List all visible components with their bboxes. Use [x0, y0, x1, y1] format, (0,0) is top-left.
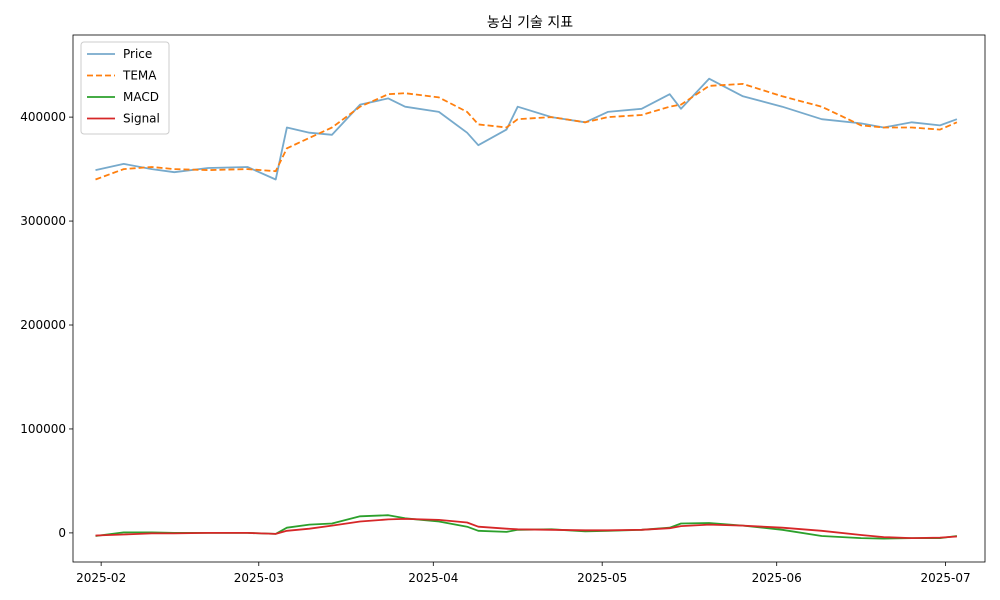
x-tick-label: 2025-07 [921, 571, 971, 585]
legend-label: MACD [123, 90, 159, 104]
series-layer [95, 77, 958, 540]
x-axis: 2025-02 2025-03 2025-04 2025-05 2025-06 2025-… [76, 562, 971, 585]
x-tick-label: 2025-06 [752, 571, 802, 585]
x-tick-label: 2025-03 [234, 571, 284, 585]
y-tick-label: 300000 [20, 214, 66, 228]
series-line-signal [95, 518, 957, 539]
legend-label: Signal [123, 112, 160, 126]
series-line-price [95, 77, 958, 181]
legend-label: TEMA [122, 69, 157, 83]
legend-box [80, 41, 170, 135]
x-tick-label: 2025-04 [408, 571, 458, 585]
y-tick-label: 100000 [20, 422, 66, 436]
y-tick-label: 0 [58, 526, 66, 540]
x-tick-label: 2025-02 [76, 571, 126, 585]
y-axis: 0 100000 200000 300000 400000 [20, 110, 73, 540]
y-tick-label: 200000 [20, 318, 66, 332]
chart-title: 농심 기술 지표 [487, 15, 573, 31]
legend-label: Price [123, 47, 152, 61]
plot-area [72, 34, 986, 563]
legend: Price TEMA MACD Signal [80, 41, 170, 135]
y-tick-label: 400000 [20, 110, 66, 124]
series-line-tema [95, 83, 958, 181]
x-tick-label: 2025-05 [577, 571, 627, 585]
